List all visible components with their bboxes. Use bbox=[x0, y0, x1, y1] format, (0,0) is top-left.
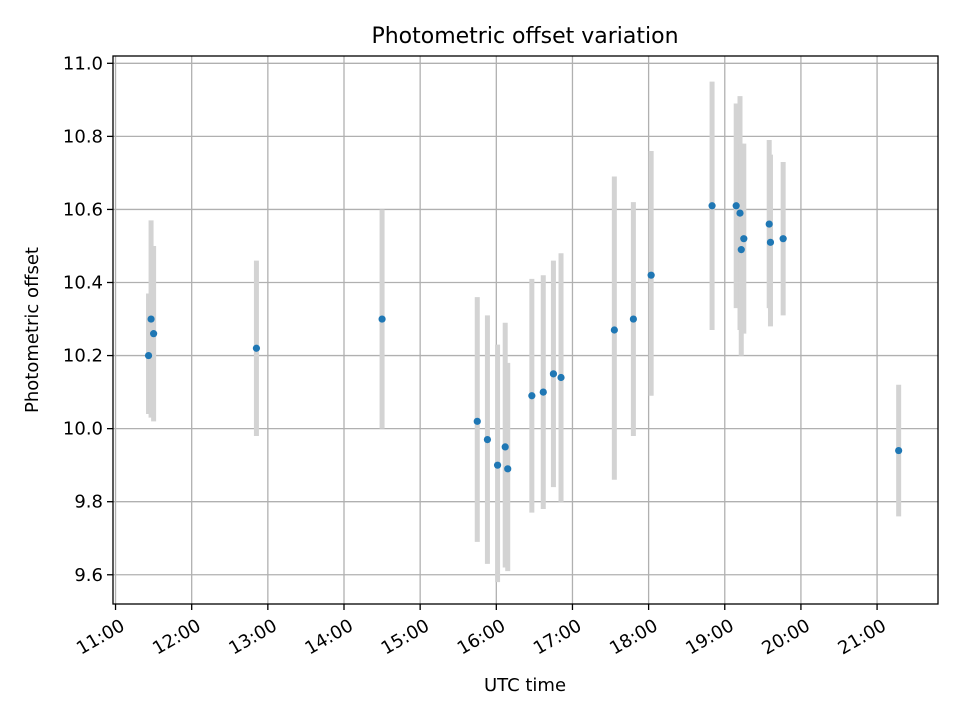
data-point bbox=[147, 315, 155, 323]
data-point bbox=[732, 202, 740, 210]
data-point bbox=[378, 315, 386, 323]
x-tick-label: 13:00 bbox=[225, 615, 280, 659]
data-point bbox=[150, 330, 158, 338]
data-point bbox=[765, 220, 773, 228]
grid-lines bbox=[113, 56, 938, 604]
data-points bbox=[144, 202, 903, 473]
plot-frame bbox=[112, 55, 939, 605]
y-tick-label: 10.2 bbox=[63, 346, 103, 367]
x-tick-label: 18:00 bbox=[606, 615, 661, 659]
y-tick-label: 10.6 bbox=[63, 199, 103, 220]
x-tick-label: 14:00 bbox=[301, 615, 356, 659]
y-axis-label: Photometric offset bbox=[22, 247, 43, 413]
data-point bbox=[144, 351, 153, 360]
error-bars bbox=[146, 81, 902, 583]
data-point bbox=[647, 271, 655, 279]
data-point bbox=[766, 238, 775, 246]
data-point bbox=[629, 315, 637, 323]
y-tick-label: 9.6 bbox=[74, 565, 103, 586]
data-point bbox=[252, 344, 261, 352]
y-axis-ticks: 9.6 9.8 10.0 10.2 10.4 10.6 10.8 11.0 bbox=[63, 53, 113, 586]
data-point bbox=[737, 246, 745, 254]
data-point bbox=[539, 388, 547, 396]
data-point bbox=[708, 202, 716, 210]
data-point bbox=[473, 417, 481, 425]
data-point bbox=[557, 373, 565, 382]
chart-title: Photometric offset variation bbox=[371, 24, 678, 49]
data-point bbox=[740, 235, 748, 243]
data-point bbox=[504, 465, 512, 473]
y-tick-label: 10.4 bbox=[63, 273, 103, 294]
x-tick-label: 20:00 bbox=[758, 615, 813, 659]
x-tick-label: 16:00 bbox=[454, 615, 509, 659]
x-tick-label: 17:00 bbox=[530, 615, 585, 659]
data-point bbox=[493, 461, 502, 469]
x-axis-label: UTC time bbox=[484, 675, 566, 696]
x-tick-label: 15:00 bbox=[378, 615, 433, 659]
y-tick-label: 10.0 bbox=[63, 419, 103, 440]
x-tick-label: 19:00 bbox=[682, 615, 737, 659]
x-axis-ticks: 11:00 12:00 13:00 14:00 15:00 16:00 17:00 18:00… bbox=[73, 604, 890, 659]
data-point bbox=[779, 235, 787, 243]
x-tick-label: 12:00 bbox=[149, 615, 204, 659]
data-point bbox=[895, 446, 903, 455]
data-point bbox=[736, 209, 744, 217]
data-point bbox=[528, 392, 536, 400]
y-tick-label: 11.0 bbox=[63, 53, 103, 74]
y-tick-label: 9.8 bbox=[74, 492, 103, 513]
data-point bbox=[501, 443, 509, 451]
x-tick-label: 21:00 bbox=[835, 615, 890, 659]
data-point bbox=[483, 436, 492, 444]
data-point bbox=[549, 370, 558, 378]
x-tick-label: 11:00 bbox=[73, 615, 128, 659]
y-tick-label: 10.8 bbox=[63, 126, 103, 147]
data-point bbox=[610, 326, 618, 334]
